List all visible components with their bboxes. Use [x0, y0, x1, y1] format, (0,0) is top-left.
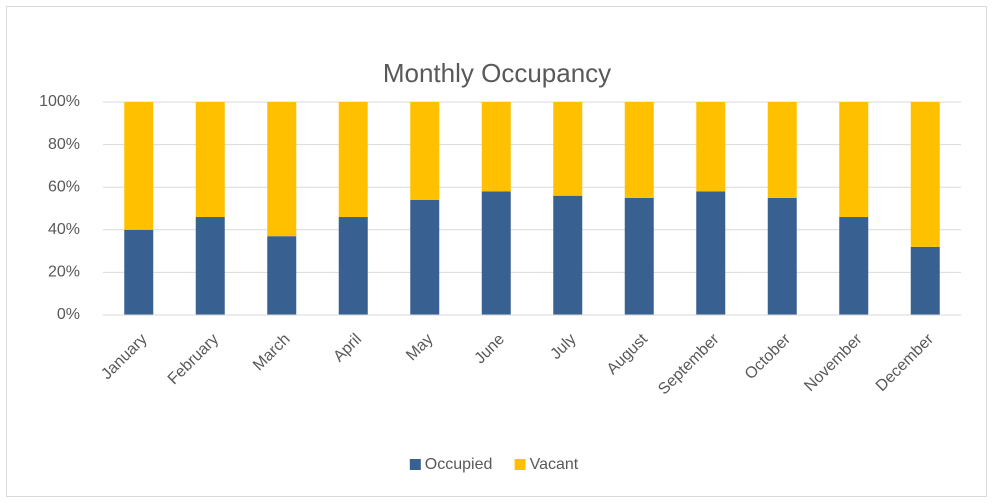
bar-segment — [338, 217, 368, 315]
bar-segment — [910, 102, 940, 247]
legend-swatch — [514, 459, 526, 470]
bar-segment — [195, 102, 225, 218]
bar-segment — [481, 102, 511, 192]
bar-segment — [481, 191, 511, 315]
y-tick-label: 100% — [39, 93, 80, 110]
legend-swatch — [409, 459, 421, 470]
bar-segment — [767, 102, 797, 198]
bar-segment — [410, 102, 440, 200]
legend-label: Occupied — [425, 456, 493, 473]
y-tick-label: 40% — [48, 221, 80, 238]
bar-segment — [696, 191, 726, 315]
legend-label: Vacant — [530, 456, 579, 473]
bar-segment — [338, 102, 368, 218]
bar-segment — [910, 246, 940, 315]
bar-segment — [410, 199, 440, 315]
bar-segment — [696, 102, 726, 192]
bar-segment — [553, 195, 583, 315]
y-tick-label: 0% — [57, 306, 80, 323]
bar-segment — [267, 236, 297, 315]
chart-title: Monthly Occupancy — [383, 58, 611, 88]
bar-segment — [839, 217, 869, 315]
y-tick-label: 20% — [48, 264, 80, 281]
bar-segment — [624, 102, 654, 198]
y-tick-label: 60% — [48, 178, 80, 195]
y-tick-label: 80% — [48, 136, 80, 153]
bar-segment — [839, 102, 869, 218]
bar-segment — [767, 197, 797, 315]
bar-segment — [124, 229, 154, 315]
bar-segment — [553, 102, 583, 196]
bar-segment — [124, 102, 154, 230]
bar-segment — [195, 217, 225, 315]
bar-segment — [267, 102, 297, 237]
bar-segment — [624, 197, 654, 315]
